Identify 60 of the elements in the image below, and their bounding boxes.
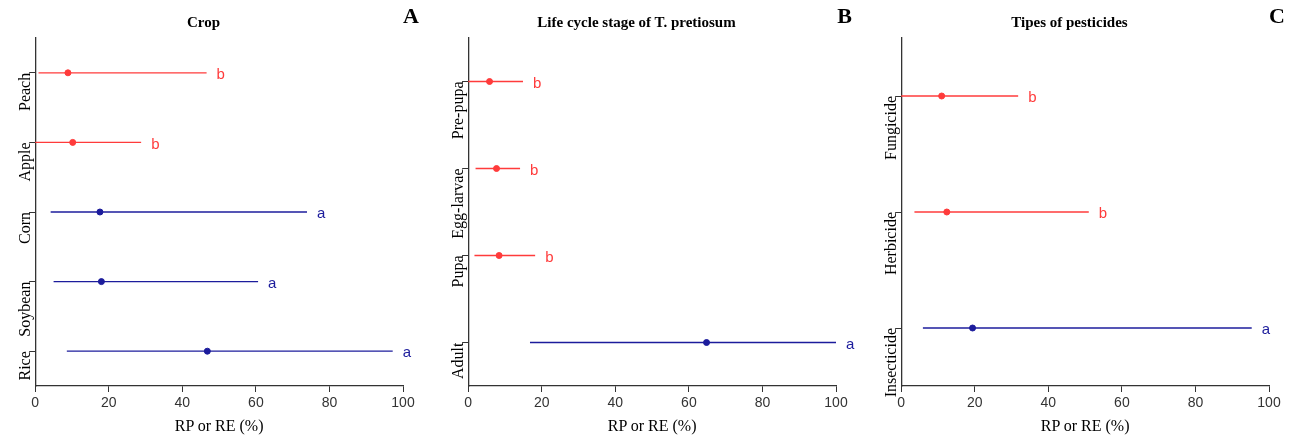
x-tick-label: 60 bbox=[681, 394, 697, 411]
point bbox=[64, 69, 72, 77]
annotation: b bbox=[151, 134, 160, 152]
annotation: b bbox=[1028, 88, 1037, 106]
x-tick-label: 20 bbox=[100, 394, 117, 411]
annotation: b bbox=[530, 160, 539, 178]
annotation: b bbox=[533, 73, 542, 91]
text: B bbox=[837, 2, 853, 28]
point bbox=[493, 165, 501, 172]
y-tick-label: Apple bbox=[16, 142, 35, 182]
point bbox=[97, 278, 105, 286]
y-tick-label: Rice bbox=[16, 351, 34, 381]
y-tick-label: Fungicide bbox=[882, 96, 901, 160]
x-tick-label: 80 bbox=[321, 394, 338, 411]
x-tick-label: 100 bbox=[391, 394, 415, 411]
x-axis-title: RP or RE (%) bbox=[174, 416, 264, 435]
chart-title: Tipes of pesticides bbox=[1011, 13, 1128, 30]
x-tick-label: 20 bbox=[966, 394, 983, 411]
annotation: a bbox=[317, 204, 326, 222]
annotation: b bbox=[216, 64, 225, 82]
text: C bbox=[1269, 2, 1285, 28]
annotation: a bbox=[402, 343, 412, 361]
x-tick-label: 60 bbox=[248, 394, 264, 411]
x-tick-label: 0 bbox=[464, 394, 473, 411]
x-tick-label: 80 bbox=[1187, 394, 1204, 411]
point bbox=[69, 138, 77, 146]
x-tick-label: 0 bbox=[897, 394, 906, 411]
annotation: b bbox=[1098, 204, 1108, 222]
y-tick-label: Corn bbox=[16, 212, 34, 244]
point bbox=[495, 252, 503, 259]
y-tick-label: Soybean bbox=[16, 281, 35, 337]
y-tick-label: Egg-larvae bbox=[449, 168, 468, 239]
x-tick-label: 100 bbox=[1257, 394, 1281, 411]
point bbox=[203, 347, 211, 355]
point bbox=[96, 208, 104, 216]
y-tick-label: Herbicide bbox=[882, 212, 900, 276]
text: a bbox=[846, 334, 855, 352]
y-tick-label: Peach bbox=[16, 72, 34, 111]
x-tick-label: 40 bbox=[607, 394, 624, 411]
y-tick-label: Adult bbox=[449, 341, 467, 379]
y-tick-label: Pupa bbox=[449, 255, 468, 288]
x-axis-title: RP or RE (%) bbox=[1040, 416, 1130, 435]
x-tick-label: 20 bbox=[533, 394, 550, 411]
x-tick-label: 60 bbox=[1114, 394, 1130, 411]
x-tick-label: 80 bbox=[754, 394, 771, 411]
x-tick-label: 0 bbox=[31, 394, 40, 411]
point bbox=[703, 339, 711, 346]
y-tick-label: Pre-pupa bbox=[449, 81, 468, 140]
x-tick-label: 100 bbox=[824, 394, 848, 411]
x-tick-label: 40 bbox=[174, 394, 191, 411]
chart-title: Crop bbox=[186, 13, 221, 30]
x-axis-title: RP or RE (%) bbox=[607, 416, 697, 435]
text: A bbox=[403, 2, 420, 28]
x-tick-label: 40 bbox=[1040, 394, 1057, 411]
y-tick-label: Insecticide bbox=[882, 328, 900, 398]
point bbox=[486, 78, 494, 85]
annotation: a bbox=[268, 273, 278, 291]
chart-title: Life cycle stage of T. pretiosum bbox=[537, 13, 737, 30]
annotation: a bbox=[1261, 320, 1271, 338]
annotation: b bbox=[545, 247, 554, 265]
